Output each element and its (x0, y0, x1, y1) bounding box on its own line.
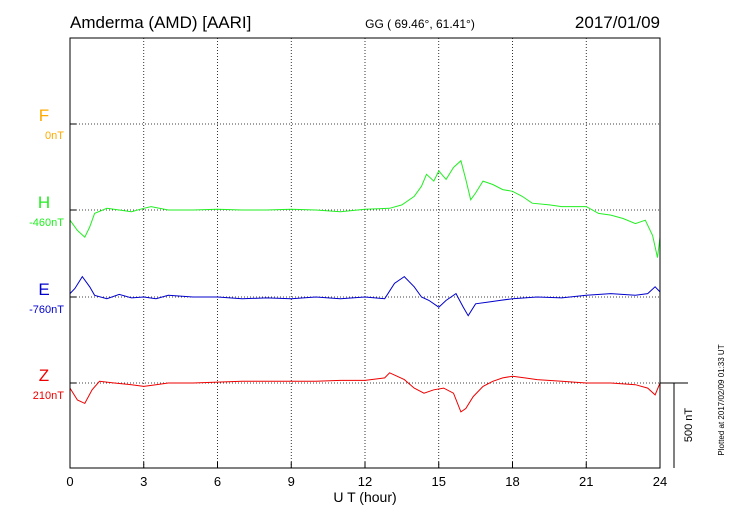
x-tick-label: 0 (66, 474, 73, 489)
x-tick-label: 21 (579, 474, 593, 489)
series-name-f: F (39, 106, 49, 125)
series-lines (69, 159, 661, 413)
series-line-z (69, 372, 661, 413)
x-axis-ticks: 0 3 6 9 12 15 18 21 24 (66, 462, 667, 489)
series-line-e (69, 275, 661, 317)
x-tick-label: 3 (140, 474, 147, 489)
x-tick-label: 12 (358, 474, 372, 489)
station-coordinates: GG ( 69.46°, 61.41°) (365, 17, 475, 31)
grid-lines (143, 38, 587, 468)
series-name-h: H (38, 193, 50, 212)
series-baseline-h: -460nT (29, 217, 64, 229)
series-line-h (69, 159, 661, 258)
series-baseline-e: -760nT (29, 304, 64, 316)
chart-title: Amderma (AMD) [AARI] (70, 13, 251, 32)
series-labels: F 0nT H -460nT E -760nT Z 210nT (29, 106, 64, 402)
x-tick-label: 6 (214, 474, 221, 489)
x-tick-label: 9 (288, 474, 295, 489)
x-tick-label: 18 (505, 474, 519, 489)
x-axis-label: U T (hour) (333, 489, 396, 505)
chart-date: 2017/01/09 (575, 13, 660, 32)
series-baseline-z: 210nT (33, 390, 64, 402)
series-name-e: E (38, 280, 49, 299)
plotted-at-note: Plotted at 2017/02/09 01:33 UT (717, 344, 726, 455)
series-baseline-f: 0nT (45, 130, 64, 142)
plot-frame (69, 37, 661, 469)
scale-bar: 500 nT (660, 382, 695, 468)
scale-bar-label: 500 nT (683, 408, 695, 443)
x-tick-label: 24 (653, 474, 667, 489)
x-tick-label: 15 (432, 474, 446, 489)
series-name-z: Z (39, 366, 49, 385)
